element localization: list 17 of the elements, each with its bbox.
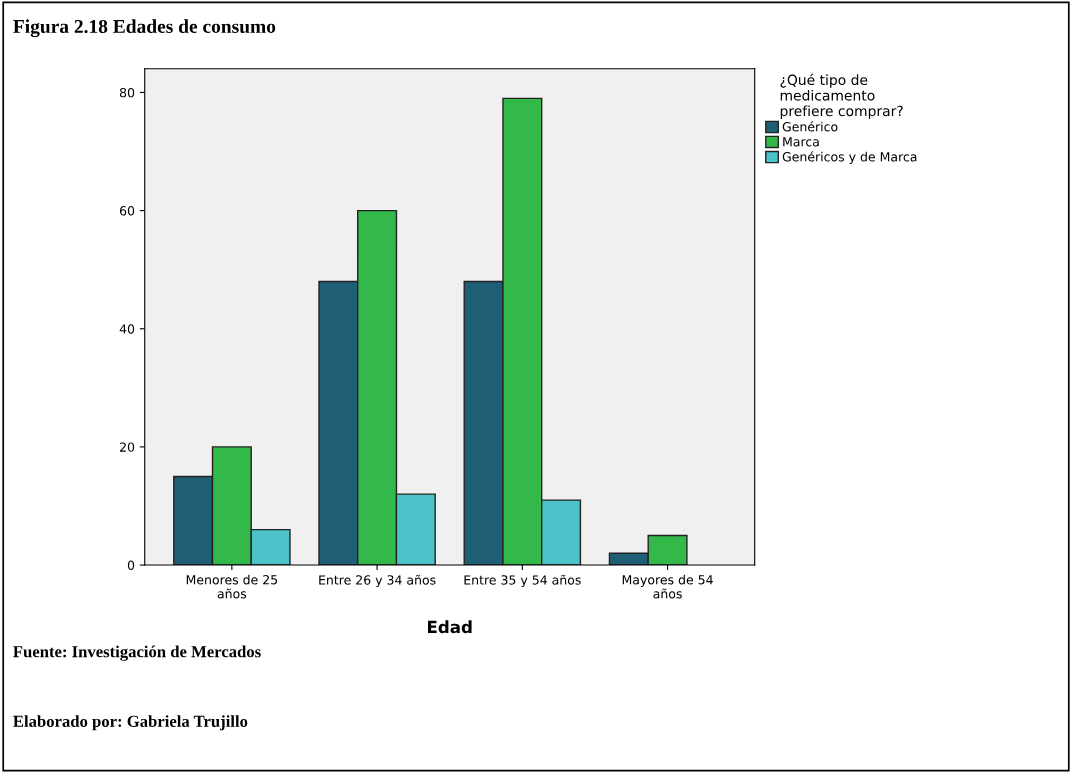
x-axis-title: Edad: [427, 620, 472, 634]
legend-label: Genéricos y de Marca: [782, 151, 917, 164]
x-tick-label: Entre 35 y 54 años: [464, 574, 581, 588]
y-tick-label: 40: [119, 324, 135, 334]
chart-title: Figura 2.18 Edades de consumo: [13, 19, 276, 38]
legend-label: Genérico: [782, 121, 838, 132]
y-tick-label: 80: [119, 87, 135, 98]
y-tick-label: 60: [119, 206, 135, 216]
y-tick-label: 20: [120, 442, 135, 452]
x-tick-label: Entre 26 y 34 años: [319, 574, 436, 588]
y-tick-label: 0: [127, 560, 135, 570]
x-tick-label: Menores de 25 años: [186, 574, 278, 599]
legend-label: Marca: [783, 137, 819, 147]
legend-title: ¿Qué tipo de medicamento prefiere comprar?: [780, 73, 903, 119]
text: Elaborado por: Gabriela Trujillo: [13, 715, 248, 731]
x-tick-label: Mayores de 54 años: [622, 574, 713, 599]
source-note: Fuente: Investigación de Mercados: [13, 645, 261, 661]
